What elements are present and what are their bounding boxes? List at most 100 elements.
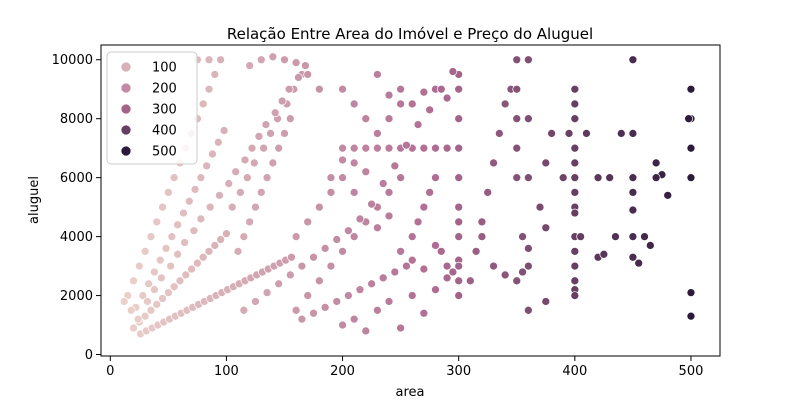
data-point [378, 179, 388, 188]
data-point [628, 129, 638, 138]
data-point [291, 305, 301, 315]
data-point [454, 232, 464, 241]
data-point [280, 129, 289, 138]
data-point [512, 84, 522, 94]
legend-marker [120, 103, 132, 115]
data-point [285, 270, 295, 280]
data-point [291, 58, 301, 68]
data-point [541, 158, 551, 168]
data-point [407, 291, 417, 300]
data-point [407, 232, 417, 241]
data-point [489, 261, 498, 271]
data-point [119, 297, 129, 306]
data-point [202, 161, 212, 171]
data-point [245, 217, 255, 227]
data-point [547, 129, 556, 138]
data-point [256, 55, 266, 65]
data-point [320, 303, 330, 312]
data-point [205, 202, 215, 212]
data-point [384, 297, 394, 306]
data-point [338, 173, 347, 183]
data-point [570, 208, 580, 218]
data-point [535, 202, 545, 212]
data-point [454, 276, 464, 286]
data-point [210, 70, 220, 79]
y-axis: 0 2000 4000 6000 8000 10000 [52, 53, 101, 363]
x-tick-label: 400 [562, 364, 587, 379]
data-point [133, 314, 143, 324]
data-point [570, 188, 580, 197]
data-point [454, 202, 464, 212]
data-point [349, 232, 359, 241]
data-point [287, 252, 296, 262]
data-point [576, 232, 585, 241]
x-tick-label: 200 [330, 364, 355, 379]
data-point [196, 173, 206, 183]
data-point [524, 173, 533, 183]
y-tick-label: 6000 [60, 171, 93, 186]
data-point [570, 247, 580, 256]
data-point [384, 114, 394, 124]
data-point [524, 114, 533, 124]
data-point [314, 276, 324, 286]
data-point [413, 217, 423, 227]
data-point [140, 247, 150, 256]
data-point [309, 252, 318, 262]
y-tick-label: 4000 [60, 230, 93, 245]
data-point [236, 188, 245, 197]
data-point [413, 120, 423, 129]
legend-label: 400 [152, 124, 177, 139]
data-point [483, 188, 493, 197]
data-point [303, 217, 313, 227]
legend-marker [120, 82, 132, 94]
data-point [164, 188, 173, 197]
data-point [294, 73, 303, 82]
data-point [266, 129, 275, 138]
data-point [512, 114, 522, 124]
data-point [274, 279, 284, 289]
data-point [254, 132, 264, 141]
data-point [222, 229, 231, 239]
data-point [442, 143, 452, 153]
data-point [611, 232, 620, 241]
data-point [651, 158, 661, 168]
data-point [512, 143, 522, 153]
data-point [454, 173, 464, 183]
data-point [558, 173, 568, 183]
data-point [169, 282, 179, 292]
data-point [541, 297, 551, 306]
data-point [454, 291, 464, 300]
data-point [251, 297, 260, 306]
data-point [419, 143, 429, 153]
legend-marker [120, 145, 132, 157]
x-axis-label: area [396, 385, 425, 400]
data-point [240, 155, 250, 165]
data-point [355, 214, 365, 224]
data-point [216, 235, 225, 244]
data-point [355, 285, 365, 295]
data-point [155, 255, 165, 265]
data-point [396, 247, 405, 256]
data-point [518, 267, 527, 277]
data-point [361, 143, 371, 153]
data-point [143, 297, 152, 306]
y-tick-label: 2000 [60, 289, 93, 304]
data-point [367, 279, 376, 289]
legend-items: 100 200 300 400 500 [120, 61, 177, 160]
data-point [219, 126, 229, 135]
data-point [628, 205, 638, 215]
data-point [173, 220, 182, 230]
data-point [144, 279, 153, 289]
data-point [570, 173, 580, 183]
data-point [157, 273, 166, 283]
data-point [349, 143, 359, 153]
data-point [326, 188, 336, 197]
data-point [146, 232, 156, 241]
data-point [448, 267, 458, 277]
data-point [196, 214, 206, 224]
data-point [338, 155, 347, 165]
data-point [344, 226, 353, 236]
data-point [224, 179, 234, 188]
data-point [262, 288, 272, 297]
